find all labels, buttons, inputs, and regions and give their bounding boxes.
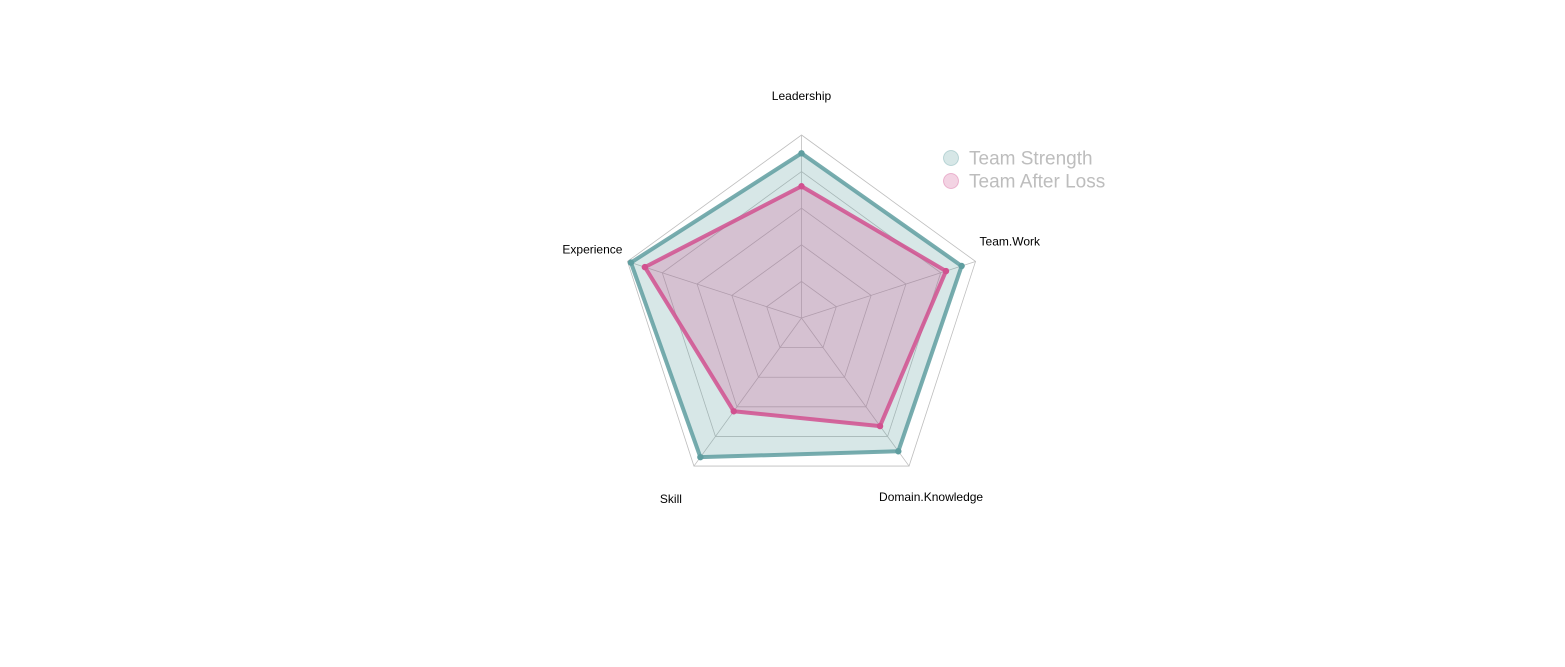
data-point-team-strength-team-work <box>958 262 965 270</box>
axis-labels: Leadership Team.Work Domain.Knowledge Skill… <box>562 89 1041 506</box>
grid-ring-2 <box>731 244 872 378</box>
axis-label-skill: Skill <box>660 492 682 506</box>
legend-marker-team-strength <box>943 150 959 166</box>
data-point-team-strength-domain-knowledge <box>895 448 902 455</box>
spoke-experience <box>627 261 802 319</box>
axis-label-team-work: Team.Work <box>980 234 1041 248</box>
axis-label-domain-knowledge: Domain.Knowledge <box>879 490 983 504</box>
spoke-skill <box>693 317 802 467</box>
spoke-domain-knowledge <box>801 317 910 467</box>
data-point-team-after-loss-experience <box>641 263 649 271</box>
axis-label-experience: Experience <box>562 242 622 256</box>
radar-spokes <box>627 135 976 467</box>
grid-ring-5 <box>626 134 977 467</box>
data-point-team-after-loss-skill <box>730 408 737 415</box>
series-area-team-after-loss <box>642 184 948 429</box>
radar-series <box>627 150 965 461</box>
data-point-team-after-loss-leadership <box>798 183 805 190</box>
data-point-team-after-loss-team-work <box>942 267 950 275</box>
legend-label-team-strength: Team Strength <box>969 149 1093 170</box>
data-point-team-strength-leadership <box>798 150 805 157</box>
data-point-team-after-loss-domain-knowledge <box>876 422 884 430</box>
axis-label-leadership: Leadership <box>772 89 832 103</box>
legend-label-team-after-loss: Team After Loss <box>969 172 1105 193</box>
data-point-team-strength-skill <box>697 453 704 461</box>
grid-ring-3 <box>696 207 907 408</box>
data-point-team-strength-experience <box>627 259 635 266</box>
grid-ring-1 <box>766 280 837 349</box>
legend-marker-team-after-loss <box>943 173 959 189</box>
